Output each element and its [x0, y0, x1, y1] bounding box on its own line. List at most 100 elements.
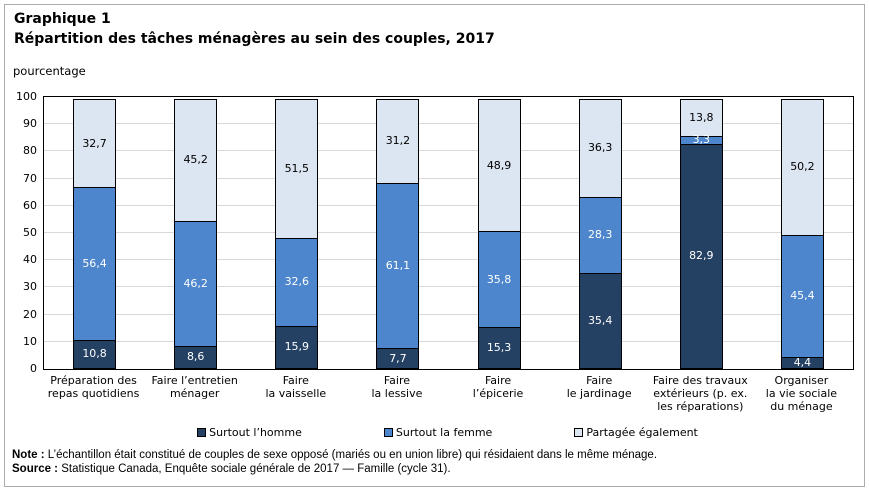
segment-value-label: 8,6 — [186, 350, 205, 364]
bar-segment: 32,7 — [73, 99, 117, 189]
stacked-bar: 36,3 28,3 35,4 — [578, 97, 622, 369]
y-axis-tick-label: 20 — [23, 307, 37, 321]
category-label-line: Faire l’entretien — [151, 374, 238, 387]
source-text: Statistique Canada, Enquête sociale géné… — [58, 463, 451, 475]
category-label-line: Faire — [586, 374, 613, 387]
segment-value-label: 46,2 — [183, 276, 208, 290]
category-label-line: extérieurs (p. ex. — [653, 387, 748, 400]
bar-segment: 50,2 — [780, 99, 824, 236]
y-axis-tick-label: 10 — [23, 334, 37, 348]
bar-segment: 48,9 — [477, 99, 521, 233]
y-axis-tick-label: 90 — [23, 117, 37, 131]
bar-segment: 31,2 — [376, 99, 420, 184]
y-axis-unit-label: pourcentage — [13, 64, 86, 78]
segment-value-label: 7,7 — [389, 351, 407, 365]
category-label-line: la lessive — [371, 387, 423, 400]
category-label-line: ménager — [169, 387, 220, 400]
segment-value-label: 32,6 — [284, 275, 310, 289]
y-axis-tick-label: 0 — [30, 362, 37, 375]
bar-segment: 45,2 — [174, 99, 218, 222]
figure-border — [4, 4, 865, 487]
bars-container: 32,7 56,4 10,8 45,2 46,2 8,6 51,5 32,6 15,9 31,2 6… — [44, 97, 853, 369]
bar-column: 48,9 35,8 15,3 — [449, 97, 550, 369]
legend-label: Partagée également — [586, 426, 698, 439]
legend-swatch — [574, 428, 584, 437]
stacked-bar: 48,9 35,8 15,3 — [477, 97, 521, 369]
legend-label: Surtout l’homme — [209, 426, 302, 439]
bar-segment: 56,4 — [73, 187, 117, 341]
footnotes: Note : L’échantillon était constitué de … — [12, 448, 857, 476]
y-axis-tick-label: 40 — [23, 253, 37, 267]
stacked-bar: 45,2 46,2 8,6 — [174, 97, 218, 369]
segment-value-label: 32,7 — [82, 136, 107, 150]
gridline — [44, 286, 853, 288]
bar-segment: 36,3 — [578, 99, 622, 198]
segment-value-label: 15,9 — [284, 340, 310, 354]
legend-swatch — [383, 428, 393, 437]
segment-value-label: 45,4 — [790, 289, 815, 303]
category-label-line: Faire — [282, 374, 309, 387]
bar-column: 36,3 28,3 35,4 — [550, 97, 651, 369]
bar-column: 13,8 3,3 82,9 — [651, 97, 752, 369]
category-label: Organiser la vie sociale du ménage — [751, 374, 852, 413]
category-label-line: Faire des travaux — [652, 374, 748, 387]
category-label-line: Préparation des — [50, 374, 137, 387]
category-label-line: repas quotidiens — [47, 387, 140, 400]
note-text: L’échantillon était constitué de couples… — [44, 449, 658, 461]
legend-item: Surtout l’homme — [197, 426, 302, 439]
category-label-line: la vaisselle — [265, 387, 327, 400]
source-line: Source : Statistique Canada, Enquête soc… — [12, 462, 857, 476]
x-axis-labels: Préparation des repas quotidiens Faire l’e… — [43, 374, 852, 413]
bar-column: 45,2 46,2 8,6 — [145, 97, 246, 369]
stacked-bar: 13,8 3,3 82,9 — [679, 97, 723, 369]
bar-column: 50,2 45,4 4,4 — [752, 97, 853, 369]
chart-title-line2: Répartition des tâches ménagères au sein… — [14, 31, 495, 47]
gridline — [44, 259, 853, 261]
bar-column: 32,7 56,4 10,8 — [44, 97, 145, 369]
segment-value-label: 82,9 — [689, 249, 714, 263]
category-label: Faire l’entretien ménager — [144, 374, 245, 413]
note-line: Note : L’échantillon était constitué de … — [12, 448, 857, 462]
segment-value-label: 10,8 — [82, 347, 107, 361]
category-label-line: du ménage — [770, 400, 833, 413]
bar-segment: 15,3 — [477, 327, 521, 369]
chart-title: Graphique 1 Répartition des tâches ménag… — [14, 9, 495, 49]
gridline — [44, 123, 853, 125]
legend-item: Surtout la femme — [383, 426, 492, 439]
bar-segment: 35,4 — [578, 272, 622, 369]
category-label-line: le jardinage — [566, 387, 632, 400]
segment-value-label: 13,8 — [689, 110, 714, 124]
category-label: Préparation des repas quotidiens — [43, 374, 144, 413]
segment-value-label: 48,9 — [486, 158, 512, 172]
bar-segment: 13,8 — [679, 99, 723, 137]
bar-segment: 7,7 — [376, 348, 420, 369]
bar-segment: 28,3 — [578, 196, 622, 274]
category-label: Faire des travaux extérieurs (p. ex. les r… — [650, 374, 751, 413]
segment-value-label: 51,5 — [284, 162, 310, 176]
y-axis-tick-label: 30 — [23, 280, 37, 294]
category-label-line: Faire — [383, 374, 411, 387]
segment-value-label: 61,1 — [385, 258, 411, 272]
segment-value-label: 4,4 — [793, 356, 812, 370]
category-label-line: l’épicerie — [472, 387, 524, 400]
segment-value-label: 36,3 — [587, 141, 613, 155]
chart-title-line1: Graphique 1 — [14, 11, 111, 27]
category-label: Faire la lessive — [346, 374, 447, 413]
category-label-line: Faire — [484, 374, 512, 387]
gridline — [44, 313, 853, 315]
note-label: Note : — [12, 449, 45, 461]
segment-value-label: 31,2 — [385, 134, 411, 148]
segment-value-label: 28,3 — [587, 228, 613, 242]
gridline — [44, 177, 853, 179]
segment-value-label: 50,2 — [790, 160, 815, 174]
gridline — [44, 340, 853, 342]
segment-value-label: 3,3 — [692, 133, 711, 147]
bar-column: 31,2 61,1 7,7 — [347, 97, 448, 369]
y-axis-tick-label: 80 — [23, 144, 37, 158]
category-label: Faire le jardinage — [549, 374, 650, 413]
gridline — [44, 150, 853, 152]
bar-column: 51,5 32,6 15,9 — [246, 97, 347, 369]
segment-value-label: 56,4 — [82, 256, 107, 270]
category-label-line: les réparations) — [657, 400, 744, 413]
